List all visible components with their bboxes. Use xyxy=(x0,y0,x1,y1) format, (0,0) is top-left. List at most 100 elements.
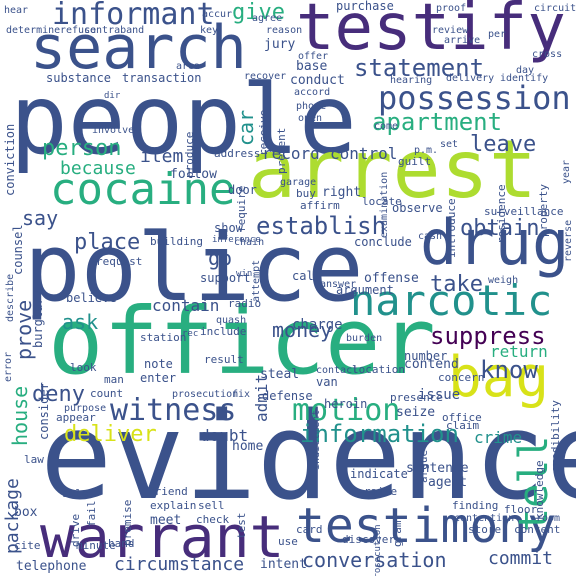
word-address: address xyxy=(214,147,261,160)
word-use: use xyxy=(278,535,298,548)
word-friend: friend xyxy=(148,485,188,498)
word-area: area xyxy=(176,61,201,72)
word-go: go xyxy=(208,246,233,270)
word-day: day xyxy=(516,65,535,76)
word-jury: jury xyxy=(264,37,296,52)
word-hand: hand xyxy=(108,537,135,550)
word-garage: garage xyxy=(280,177,317,188)
word-believe: believe xyxy=(66,291,117,305)
word-argue: argue xyxy=(417,449,430,483)
word-claim: claim xyxy=(446,419,480,432)
word-testimony: testimony xyxy=(296,498,557,554)
word-fail: fail xyxy=(85,500,98,528)
word-involve: involve xyxy=(92,125,135,136)
word-telephone: telephone xyxy=(16,559,87,574)
word-reverse: reverse xyxy=(563,219,574,262)
word-card: card xyxy=(296,523,323,536)
word-intent: intent xyxy=(260,557,307,572)
word-finding: finding xyxy=(452,499,499,512)
word-contend: contend xyxy=(404,357,459,372)
word-surveillance: surveillance xyxy=(484,205,564,218)
word-room: room xyxy=(536,513,561,524)
word-possession: possession xyxy=(378,79,571,117)
word-information: information xyxy=(300,420,459,448)
word-law: law xyxy=(24,453,44,466)
word-counsel: counsel xyxy=(11,224,25,275)
word-heroin: heroin xyxy=(324,397,368,411)
word-answer: answer xyxy=(320,279,357,290)
word-arrive: arrive xyxy=(444,35,481,46)
word-enter: enter xyxy=(140,371,177,385)
word-prosecution-2: prosecution xyxy=(373,524,383,576)
word-quash: quash xyxy=(216,315,247,326)
word-rec: rec xyxy=(182,329,199,339)
word-circumstance: circumstance xyxy=(114,554,245,575)
word-weigh: weigh xyxy=(488,275,519,286)
word-cocaine: cocaine xyxy=(50,164,236,215)
word-inference: inference xyxy=(212,235,261,245)
word-drive: drive xyxy=(69,513,82,547)
word-per: per xyxy=(488,29,507,40)
word-identify: identify xyxy=(500,73,549,84)
word-consider: consider xyxy=(37,382,51,440)
word-purchase: purchase xyxy=(336,0,394,13)
word-appear: appear xyxy=(56,411,96,424)
word-gram: gram xyxy=(391,520,404,548)
word-right: right xyxy=(322,185,362,200)
word-set: set xyxy=(440,139,459,150)
word-review: review xyxy=(432,25,469,36)
word-reason: reason xyxy=(266,25,303,36)
word-support: support xyxy=(200,271,251,285)
word-obtain: obtain xyxy=(460,216,540,241)
word-concern: concern xyxy=(438,371,485,384)
word-statement: statement xyxy=(354,54,485,82)
word-say: say xyxy=(22,206,59,230)
word-floor: floor xyxy=(504,503,538,516)
word-show: show xyxy=(214,221,243,235)
word-credibility: credibility xyxy=(549,400,562,473)
word-office: office xyxy=(442,411,482,424)
word-guilt: guilt xyxy=(398,155,432,168)
word-transaction: transaction xyxy=(122,71,202,85)
word-station: station xyxy=(140,331,187,344)
word-number: number xyxy=(404,349,448,363)
word-produce: produce xyxy=(183,131,196,178)
word-conclude: conclude xyxy=(354,235,412,249)
word-police: police xyxy=(24,214,364,323)
word-argument: argument xyxy=(336,283,394,297)
word-residence: residence xyxy=(495,184,508,244)
word-observe: observe xyxy=(392,201,443,215)
word-fix: fix xyxy=(232,389,251,400)
word-apartment: apartment xyxy=(372,108,503,136)
word-proof: proof xyxy=(436,3,467,14)
word-recover: recover xyxy=(244,71,287,82)
word-contention: contention xyxy=(454,513,515,524)
word-follow: follow xyxy=(170,167,217,182)
word-offer: offer xyxy=(298,51,329,62)
word-substance: substance xyxy=(46,71,112,85)
word-witness: witness xyxy=(110,393,237,428)
word-chain: chain xyxy=(234,237,265,248)
word-burden: burden xyxy=(346,333,383,344)
word-narcotic: narcotic xyxy=(350,276,553,325)
word-raise: raise xyxy=(364,485,398,498)
word-agent: agent xyxy=(428,475,468,490)
word-cash: cash xyxy=(418,231,443,242)
word-circuit: circuit xyxy=(534,3,576,14)
word-motion: motion xyxy=(292,393,401,428)
word-pm: p.m. xyxy=(414,145,439,156)
word-ask: ask xyxy=(62,310,99,334)
word-introduce: introduce xyxy=(445,198,458,258)
word-explain: explain xyxy=(150,499,197,512)
word-house: house xyxy=(8,385,32,446)
word-offense: offense xyxy=(364,271,419,286)
word-knowledge: knowledge xyxy=(533,460,546,520)
word-issue: issue xyxy=(418,387,461,403)
word-place: place xyxy=(74,230,141,255)
word-open: open xyxy=(298,113,323,124)
word-count: count xyxy=(90,387,124,400)
word-property: property xyxy=(537,184,550,237)
word-presence: presence xyxy=(390,391,443,404)
word-look: look xyxy=(70,361,97,374)
